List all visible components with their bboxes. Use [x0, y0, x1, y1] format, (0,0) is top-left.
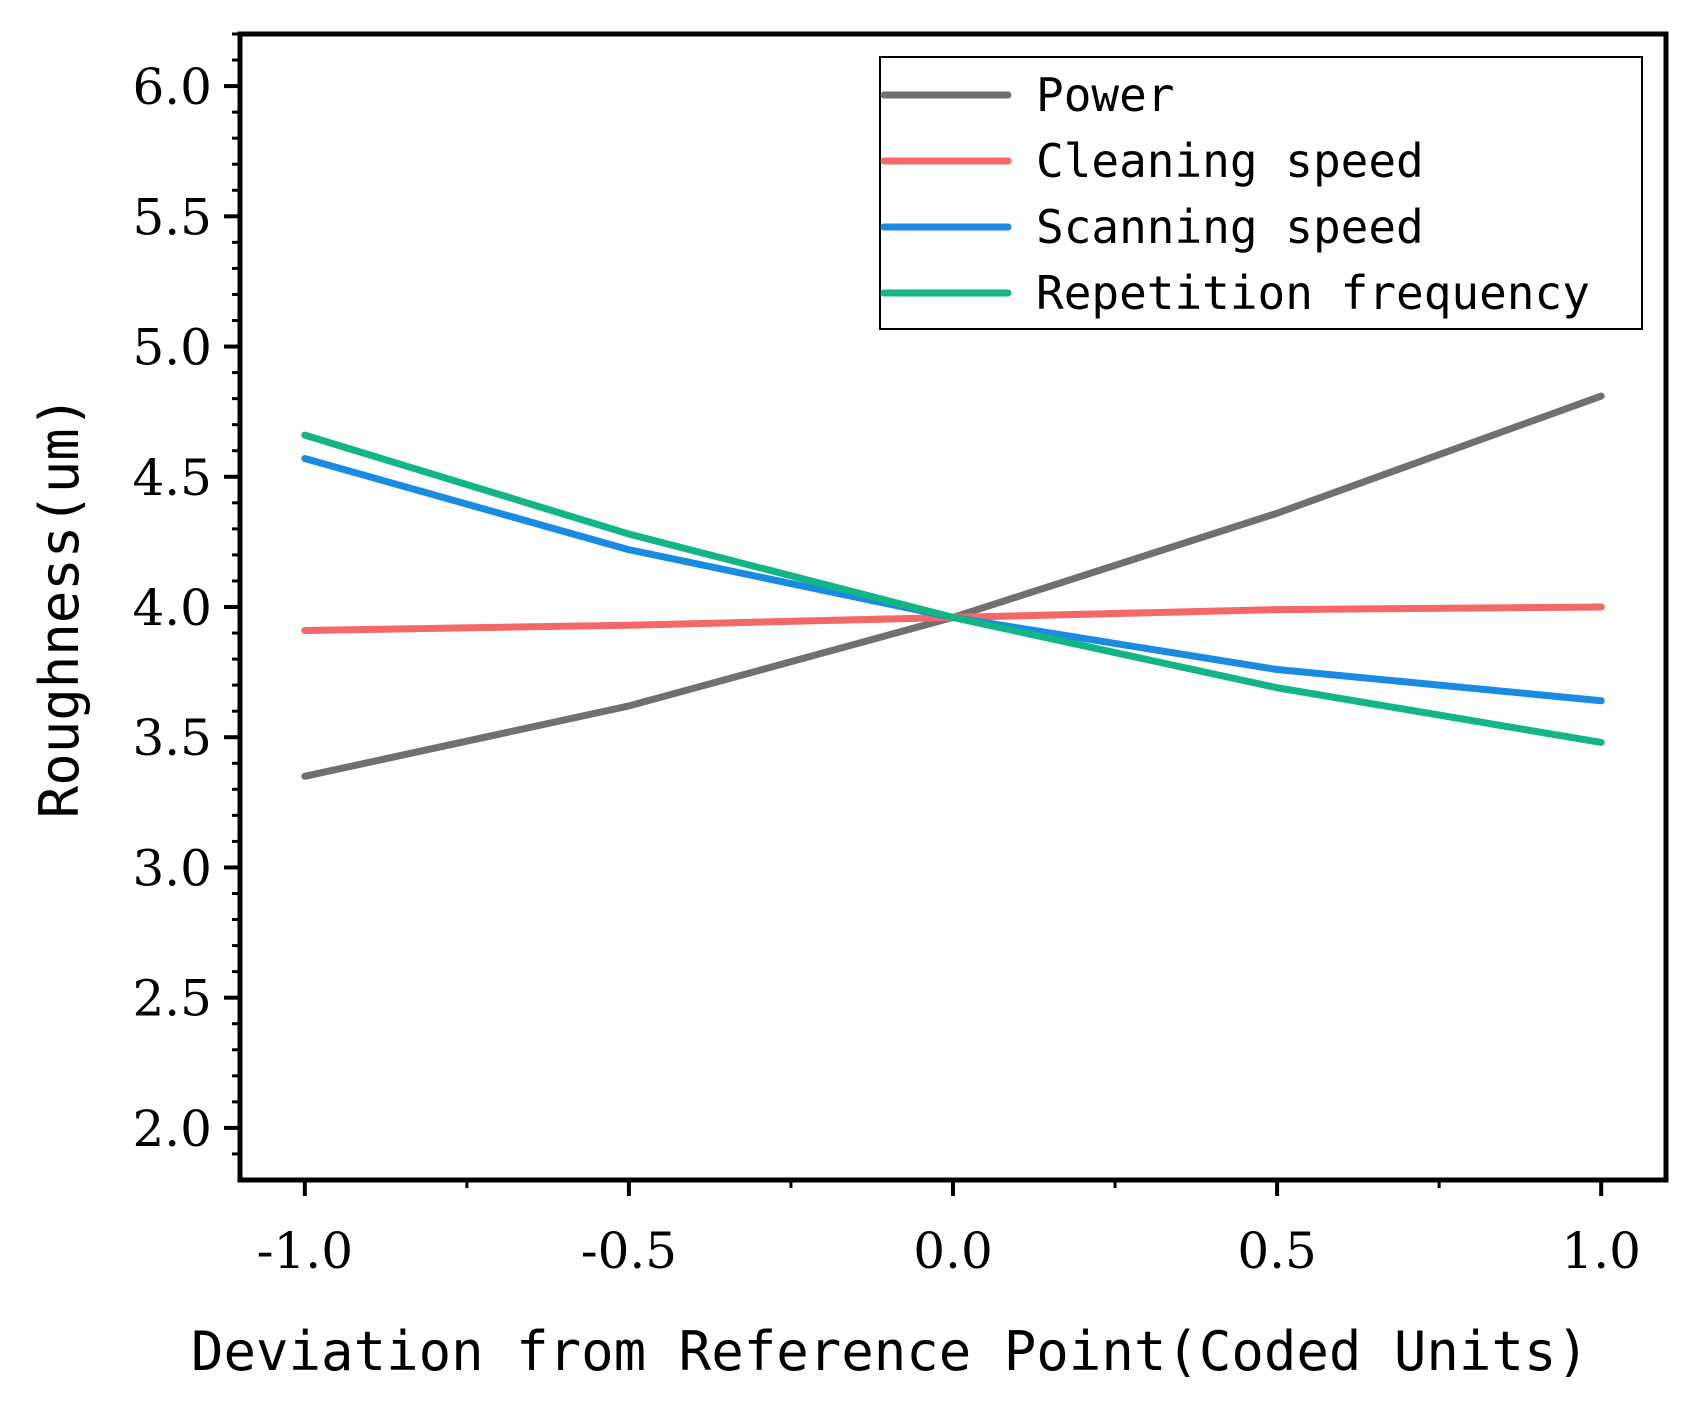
series-line-power	[301, 392, 1605, 780]
legend-label: Power	[1036, 68, 1174, 122]
legend-label: Scanning speed	[1036, 200, 1424, 254]
x-axis-title: Deviation from Reference Point(Coded Uni…	[191, 1320, 1589, 1383]
x-tick-label: 0.0	[913, 1222, 993, 1280]
series-lines	[301, 392, 1605, 780]
y-axis-title: Roughness(um)	[28, 396, 91, 819]
legend-label: Cleaning speed	[1036, 134, 1424, 188]
x-axis-ticks: -1.0 -0.5 0.0 0.5 1.0	[257, 1180, 1641, 1280]
legend-label: Repetition frequency	[1036, 266, 1590, 320]
series-line-repetition-frequency	[301, 431, 1605, 746]
y-tick-label: 6.0	[132, 58, 212, 116]
legend-box	[879, 56, 1643, 330]
y-tick-label: 4.5	[132, 449, 212, 507]
y-axis-ticks: 2.0 2.5 3.0 3.5 4.0 4.5 5.0 5.5 6.0	[132, 32, 240, 1158]
x-tick-label: 0.5	[1237, 1222, 1317, 1280]
y-tick-label: 4.0	[132, 579, 212, 637]
y-tick-label: 5.5	[132, 188, 212, 246]
y-tick-label: 2.0	[132, 1100, 212, 1158]
x-tick-label: 1.0	[1561, 1222, 1641, 1280]
x-tick-label: -0.5	[581, 1222, 677, 1280]
y-tick-label: 3.5	[132, 709, 212, 767]
y-tick-label: 3.0	[132, 839, 212, 897]
y-tick-label: 5.0	[132, 319, 212, 377]
y-tick-label: 2.5	[132, 970, 212, 1028]
legend: Power Cleaning speed Scanning speed Repetit…	[879, 56, 1643, 330]
x-tick-label: -1.0	[257, 1222, 353, 1280]
